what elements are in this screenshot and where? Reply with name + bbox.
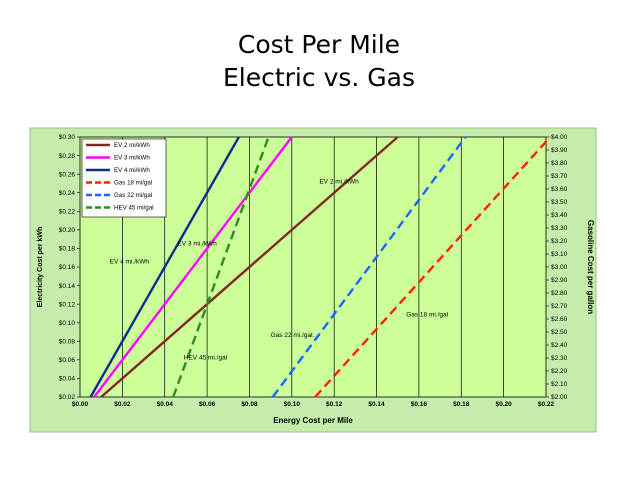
y-tick-label: $0.16	[59, 264, 76, 271]
x-tick-label: $0.08	[241, 401, 258, 408]
y2-tick-label: $3.80	[551, 160, 568, 167]
slide-title: Cost Per Mile Electric vs. Gas	[0, 28, 638, 94]
y-tick-label: $0.22	[59, 208, 76, 215]
y2-tick-label: $2.50	[551, 329, 568, 336]
legend-label: Gas 18 mi/gal	[114, 180, 152, 187]
x-tick-label: $0.12	[326, 401, 343, 408]
x-tick-label: $0.04	[157, 401, 174, 408]
y-tick-label: $0.12	[59, 301, 76, 308]
y2-tick-label: $2.20	[551, 368, 568, 375]
y-tick-label: $0.06	[59, 357, 76, 364]
series-label: HEV 45 mi./gal	[184, 354, 228, 361]
y-tick-label: $0.14	[59, 283, 76, 290]
x-tick-label: $0.06	[199, 401, 216, 408]
y-tick-label: $0.04	[59, 376, 76, 383]
series-lines	[89, 136, 552, 398]
y2-tick-label: $3.00	[551, 264, 568, 271]
y2-tick-label: $3.30	[551, 225, 568, 232]
x-axis-ticks: $0.00 $0.02 $0.04 $0.06 $0.08 $0.10 $0.12 $0.14…	[72, 401, 555, 408]
legend-label: EV 3 mi/kWh	[114, 155, 150, 162]
series-line	[172, 136, 270, 398]
y-tick-label: $0.10	[59, 320, 76, 327]
series-line	[100, 136, 399, 398]
y2-tick-label: $2.10	[551, 381, 568, 388]
slide-title-line2: Electric vs. Gas	[222, 63, 416, 92]
y-axis-ticks: $0.02 $0.04 $0.06 $0.08 $0.10 $0.12 $0.14 $0.16…	[59, 134, 80, 401]
series-label: EV 4 mi./kWh	[110, 258, 150, 265]
x-tick-label: $0.00	[72, 401, 89, 408]
y-tick-label: $0.08	[59, 338, 76, 345]
y2-tick-label: $2.80	[551, 290, 568, 297]
y-tick-label: $0.02	[59, 394, 76, 401]
x-tick-label: $0.02	[114, 401, 131, 408]
y2-tick-label: $2.70	[551, 303, 568, 310]
y2-tick-label: $3.90	[551, 147, 568, 154]
legend-label: Gas 22 mi/gal	[114, 192, 152, 199]
x-tick-label: $0.18	[453, 401, 470, 408]
x-tick-label: $0.14	[368, 401, 385, 408]
legend-box	[81, 138, 167, 218]
y2-tick-label: $3.10	[551, 251, 568, 258]
series-label: Gas 22 mi./gal.	[271, 332, 315, 339]
legend: EV 2 mi/kWh EV 3 mi/kWh EV 4 mi/kWh Gas 18 …	[81, 138, 167, 218]
x-tick-label: $0.20	[495, 401, 512, 408]
x-tick-label: $0.16	[411, 401, 428, 408]
y2-tick-label: $3.50	[551, 199, 568, 206]
y2-tick-label: $4.00	[551, 134, 568, 141]
y2-tick-label: $2.60	[551, 316, 568, 323]
slide-title-line1: Cost Per Mile	[237, 30, 401, 59]
y-axis-title: Electricity Cost per kWh	[37, 227, 44, 308]
y2-axis-ticks: $2.00 $2.10 $2.20 $2.30 $2.40 $2.50 $2.60 $2.70…	[546, 134, 568, 401]
series-line	[93, 136, 293, 398]
series-line	[314, 136, 552, 398]
y2-axis-title: Gasoline Cost per gallon	[586, 220, 595, 314]
y-tick-label: $0.28	[59, 153, 76, 160]
y2-tick-label: $3.70	[551, 173, 568, 180]
y2-tick-label: $3.20	[551, 238, 568, 245]
legend-label: HEV 45 mi/gal	[114, 205, 154, 212]
y-tick-label: $0.24	[59, 190, 76, 197]
series-label: Gas 18 mi./gal	[406, 311, 448, 318]
y-tick-label: $0.26	[59, 171, 76, 178]
y2-tick-label: $3.60	[551, 186, 568, 193]
y-tick-label: $0.30	[59, 134, 76, 141]
y-tick-label: $0.20	[59, 227, 76, 234]
y2-tick-label: $3.40	[551, 212, 568, 219]
series-line	[89, 136, 240, 398]
series-label: EV 2 mi./kWh	[319, 178, 359, 185]
y2-tick-label: $2.40	[551, 342, 568, 349]
y2-tick-label: $2.90	[551, 277, 568, 284]
legend-label: EV 4 mi/kWh	[114, 167, 150, 174]
series-line	[271, 136, 467, 398]
series-label: EV 3 mi./kWh	[177, 241, 217, 248]
x-axis-title: Energy Cost per Mile	[273, 416, 353, 425]
x-tick-label: $0.22	[538, 401, 555, 408]
x-tick-label: $0.10	[284, 401, 301, 408]
y2-tick-label: $2.00	[551, 394, 568, 401]
legend-label: EV 2 mi/kWh	[114, 142, 150, 149]
series-labels: EV 2 mi./kWh EV 3 mi./kWh EV 4 mi./kWh Gas …	[110, 178, 449, 361]
y2-tick-label: $2.30	[551, 355, 568, 362]
y-tick-label: $0.18	[59, 246, 76, 253]
